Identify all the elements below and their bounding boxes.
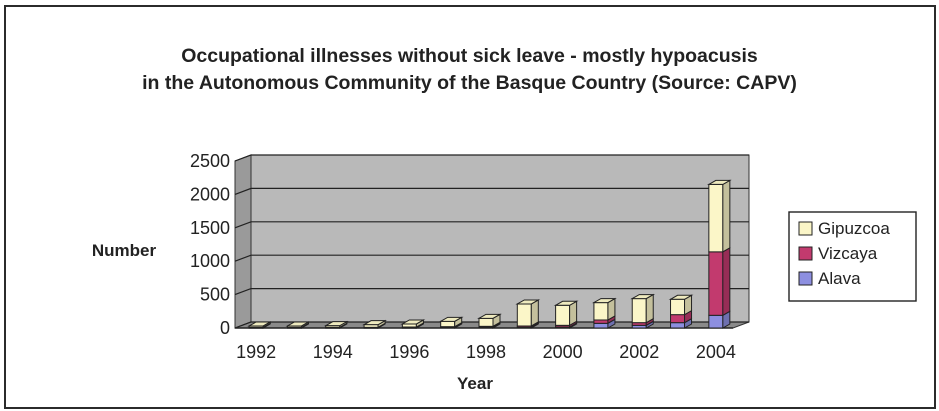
bar-top-1998 [477,313,502,319]
y-tick-label: 1000 [190,251,230,271]
y-tick-label: 0 [220,318,230,338]
y-tick-label: 2500 [190,151,230,171]
bar-top-2002 [630,294,656,300]
y-tick-label: 1500 [190,218,230,238]
bar-vizcaya-2003 [670,314,686,324]
bar-gipuzcoa-2000 [555,304,571,326]
x-tick-label: 1998 [466,342,506,362]
bar-top-1992 [247,321,273,327]
y-tick-label: 2000 [190,184,230,204]
bar-gipuzcoa-2001 [593,302,609,321]
bar-vizcaya-2004 [708,251,724,316]
bar-top-2001 [592,298,617,304]
legend-label-gipuzcoa: Gipuzcoa [818,219,890,238]
x-tick-label: 2000 [543,342,583,362]
gridline [234,221,749,229]
bar-top-2003 [668,294,694,300]
legend-label-alava: Alava [818,269,861,288]
bar-vizcaya-2001 [593,319,609,324]
side-wall [234,154,252,329]
x-axis-title: Year [457,374,493,393]
bar-alava-2003 [670,322,686,329]
gridline [234,154,749,162]
bar-top-1995 [362,320,387,326]
y-axis-title: Number [92,241,157,260]
bar-gipuzcoa-1999 [516,303,532,327]
legend-swatch-vizcaya [798,246,813,261]
gridline [234,187,749,195]
x-tick-label: 2004 [696,342,736,362]
gridline [234,321,749,329]
bar-top-1993 [285,321,311,327]
legend-swatch-gipuzcoa [798,221,813,236]
bar-alava-2004 [708,314,724,329]
bar-top-1994 [323,321,349,327]
bar-top-2000 [553,300,579,306]
chart-title: Occupational illnesses without sick leav… [0,43,939,97]
bar-side-vizcaya-2004 [722,246,731,317]
bar-top-1996 [400,319,426,325]
x-tick-label: 2002 [619,342,659,362]
y-tick-label: 500 [200,285,230,305]
chart-title-line-2: in the Autonomous Community of the Basqu… [142,72,797,94]
bar-side-gipuzcoa-2002 [645,293,654,324]
legend-swatch-alava [798,271,813,286]
chart-title-line-1: Occupational illnesses without sick leav… [181,45,758,67]
bar-gipuzcoa-2004 [708,183,724,253]
bar-top-2004 [706,179,732,185]
x-tick-label: 1992 [236,342,276,362]
x-tick-label: 1996 [389,342,429,362]
bar-alava-2001 [593,322,609,329]
gridline [234,288,749,296]
legend-label-vizcaya: Vizcaya [818,244,878,263]
bar-gipuzcoa-1998 [478,317,494,327]
x-tick-label: 1994 [313,342,353,362]
bar-gipuzcoa-2002 [631,298,647,324]
bar-gipuzcoa-1997 [440,320,456,328]
bar-gipuzcoa-2003 [670,298,686,316]
bar-side-gipuzcoa-2004 [722,179,731,253]
bar-top-1999 [515,299,541,305]
gridline [234,254,749,262]
bar-top-1997 [438,316,464,322]
